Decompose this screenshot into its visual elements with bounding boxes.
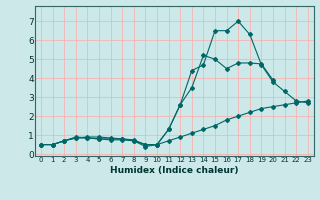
- X-axis label: Humidex (Indice chaleur): Humidex (Indice chaleur): [110, 166, 239, 175]
